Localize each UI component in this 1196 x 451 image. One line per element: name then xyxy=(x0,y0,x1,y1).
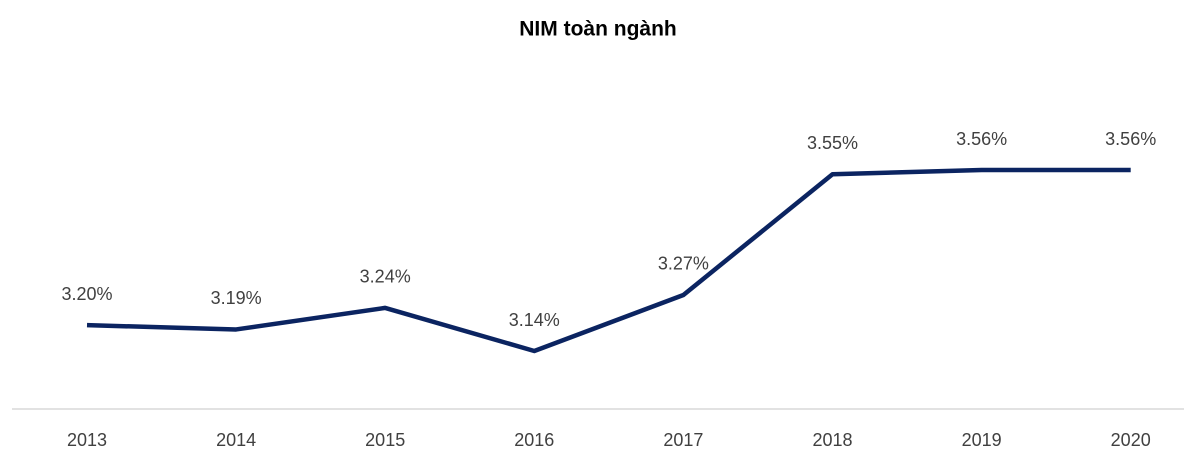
data-label: 3.55% xyxy=(807,133,858,153)
data-label: 3.14% xyxy=(509,310,560,330)
x-tick-label: 2017 xyxy=(663,430,703,450)
x-tick-label: 2015 xyxy=(365,430,405,450)
data-label: 3.56% xyxy=(1105,129,1156,149)
data-label: 3.56% xyxy=(956,129,1007,149)
x-tick-label: 2020 xyxy=(1111,430,1151,450)
x-tick-label: 2014 xyxy=(216,430,256,450)
x-tick-label: 2018 xyxy=(812,430,852,450)
x-tick-label: 2016 xyxy=(514,430,554,450)
x-tick-label: 2019 xyxy=(962,430,1002,450)
chart-title: NIM toàn ngành xyxy=(519,18,676,41)
data-label: 3.20% xyxy=(61,284,112,304)
line xyxy=(86,167,1131,354)
x-tick-label: 2013 xyxy=(67,430,107,450)
data-label: 3.24% xyxy=(360,267,411,287)
data-label: 3.27% xyxy=(658,254,709,274)
data-label: 3.19% xyxy=(211,288,262,308)
